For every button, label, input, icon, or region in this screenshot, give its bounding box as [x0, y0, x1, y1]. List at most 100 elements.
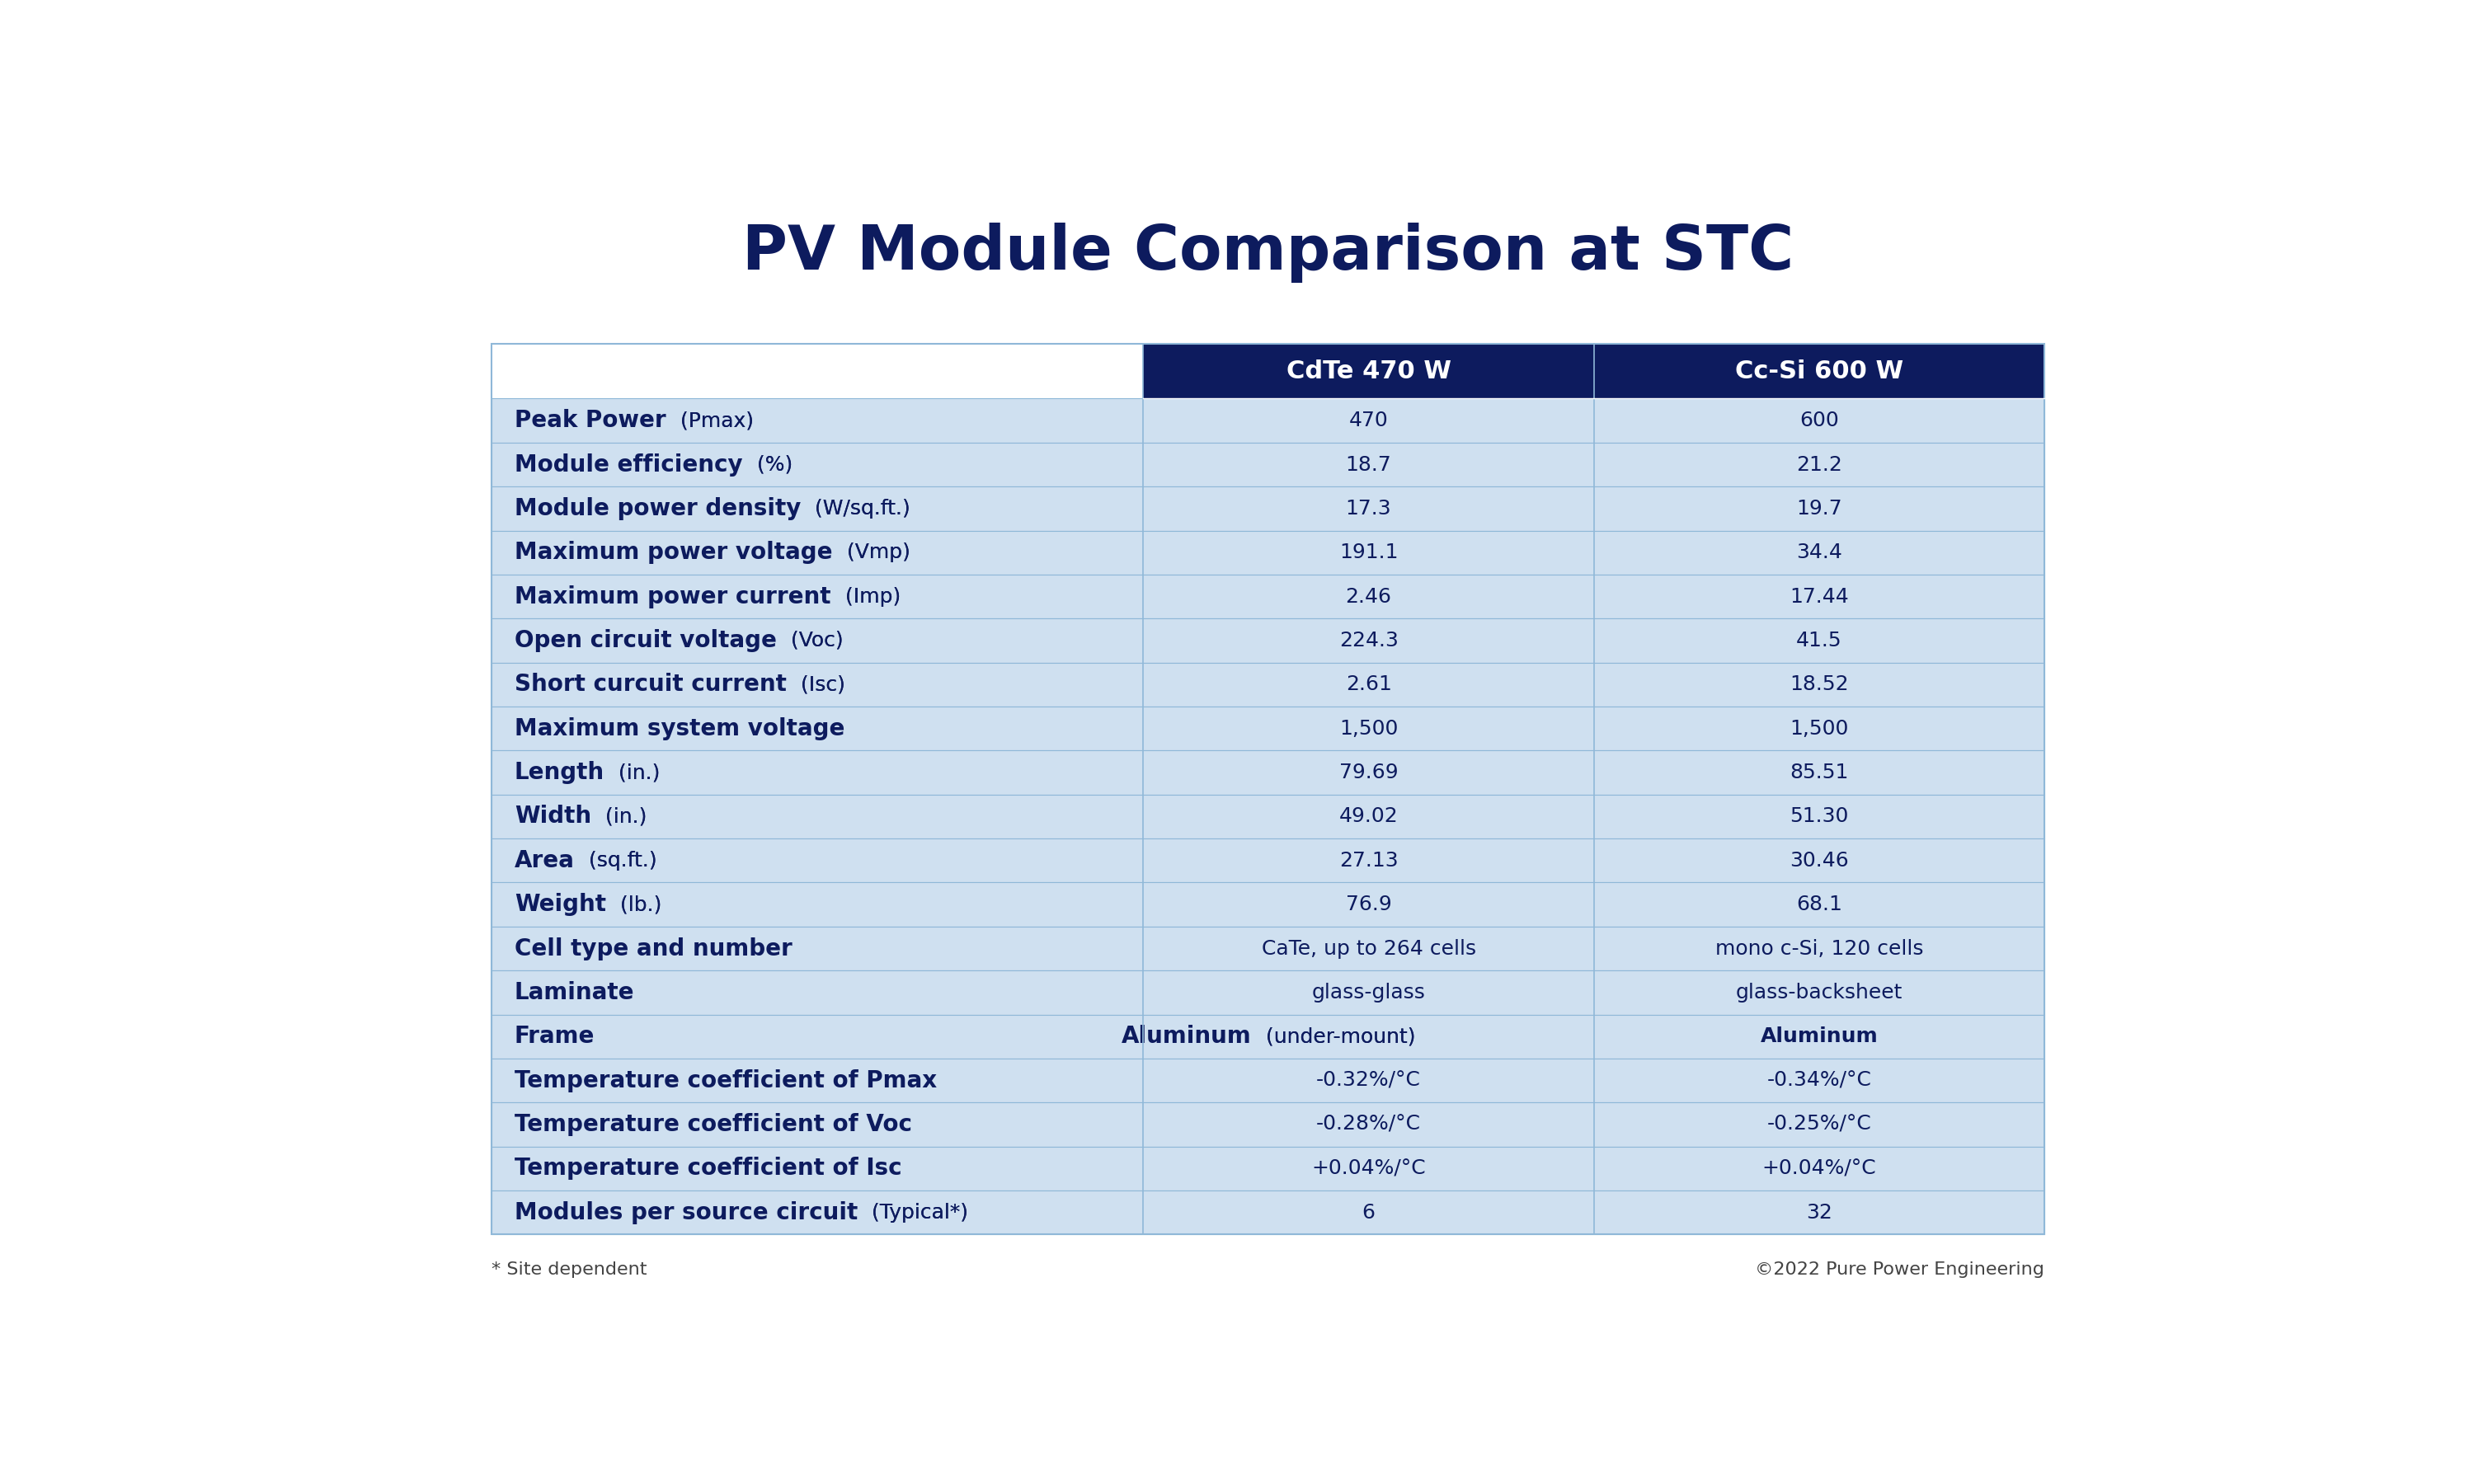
Bar	[1143, 344, 2044, 399]
Text: 32: 32	[1806, 1202, 1833, 1223]
Text: Maximum power current: Maximum power current	[515, 585, 831, 608]
Bar	[492, 662, 2044, 706]
Text: 19.7: 19.7	[1796, 499, 1843, 518]
Text: Cell type and number: Cell type and number	[515, 936, 792, 960]
Text: 191.1: 191.1	[1338, 543, 1398, 562]
Text: Aluminum: Aluminum	[1761, 1027, 1878, 1046]
Text: (Imp): (Imp)	[839, 586, 901, 607]
Text: (Typical*): (Typical*)	[866, 1202, 967, 1223]
Bar	[492, 531, 2044, 574]
Text: 1,500: 1,500	[1338, 718, 1398, 739]
Text: (W/sq.ft.): (W/sq.ft.)	[809, 499, 910, 518]
Text: Laminate: Laminate	[515, 981, 633, 1005]
Text: mono c-Si, 120 cells: mono c-Si, 120 cells	[1714, 939, 1922, 959]
Text: Module efficiency: Module efficiency	[515, 453, 742, 476]
Text: Modules per source circuit: Modules per source circuit	[515, 1201, 858, 1224]
Text: Frame: Frame	[515, 1025, 594, 1048]
Text: +0.04%/°C: +0.04%/°C	[1311, 1159, 1425, 1178]
Bar	[492, 706, 2044, 751]
Text: -0.28%/°C: -0.28%/°C	[1316, 1114, 1420, 1134]
Bar	[492, 619, 2044, 662]
Text: * Site dependent: * Site dependent	[492, 1261, 646, 1278]
Text: 600: 600	[1799, 411, 1838, 430]
Text: (Vmp): (Vmp)	[841, 543, 910, 562]
Bar	[492, 883, 2044, 926]
Text: 85.51: 85.51	[1789, 763, 1848, 782]
Text: (Imp): (Imp)	[839, 586, 901, 607]
Bar	[492, 926, 2044, 971]
Bar	[492, 1058, 2044, 1103]
Bar	[492, 1190, 2044, 1235]
Text: 30.46: 30.46	[1789, 850, 1848, 871]
Text: Cc-Si 600 W: Cc-Si 600 W	[1734, 359, 1903, 383]
Text: 18.7: 18.7	[1346, 454, 1390, 475]
Text: 49.02: 49.02	[1338, 807, 1398, 827]
Text: (Typical*): (Typical*)	[866, 1202, 967, 1223]
Text: Temperature coefficient of Pmax: Temperature coefficient of Pmax	[515, 1068, 938, 1092]
Text: CaTe, up to 264 cells: CaTe, up to 264 cells	[1262, 939, 1477, 959]
Text: 2.61: 2.61	[1346, 675, 1390, 695]
Text: glass-glass: glass-glass	[1311, 982, 1425, 1002]
Text: glass-backsheet: glass-backsheet	[1737, 982, 1903, 1002]
Text: (in.): (in.)	[611, 763, 661, 782]
Text: 17.44: 17.44	[1789, 586, 1848, 607]
Text: (sq.ft.): (sq.ft.)	[581, 850, 658, 871]
Text: Area: Area	[515, 849, 574, 873]
Text: 224.3: 224.3	[1338, 631, 1398, 650]
Text: PV Module Comparison at STC: PV Module Comparison at STC	[742, 223, 1794, 282]
Text: Temperature coefficient of Isc: Temperature coefficient of Isc	[515, 1158, 901, 1180]
Bar	[492, 1103, 2044, 1147]
Text: 21.2: 21.2	[1796, 454, 1843, 475]
Bar	[492, 344, 2044, 1235]
Text: 17.3: 17.3	[1346, 499, 1390, 518]
Text: Short curcuit current: Short curcuit current	[515, 674, 787, 696]
Text: (%): (%)	[750, 454, 792, 475]
Text: 34.4: 34.4	[1796, 543, 1843, 562]
Text: Peak Power: Peak Power	[515, 410, 666, 432]
Bar	[492, 751, 2044, 794]
Text: 470: 470	[1348, 411, 1388, 430]
Bar	[492, 487, 2044, 531]
Text: (under-mount): (under-mount)	[1259, 1027, 1415, 1046]
Text: -0.25%/°C: -0.25%/°C	[1766, 1114, 1870, 1134]
Text: Weight: Weight	[515, 893, 606, 916]
Text: Length: Length	[515, 761, 604, 784]
Text: -0.32%/°C: -0.32%/°C	[1316, 1070, 1420, 1091]
Text: 41.5: 41.5	[1796, 631, 1843, 650]
Text: CdTe 470 W: CdTe 470 W	[1286, 359, 1452, 383]
Text: (under-mount): (under-mount)	[1259, 1027, 1415, 1046]
Text: (in.): (in.)	[599, 807, 648, 827]
Text: 6: 6	[1363, 1202, 1376, 1223]
Text: (Pmax): (Pmax)	[673, 411, 755, 430]
Text: 51.30: 51.30	[1789, 807, 1848, 827]
Text: 68.1: 68.1	[1796, 895, 1843, 914]
Text: 2.46: 2.46	[1346, 586, 1393, 607]
Text: Aluminum: Aluminum	[1121, 1025, 1252, 1048]
Text: (Voc): (Voc)	[784, 631, 844, 650]
Text: Width: Width	[515, 804, 591, 828]
Text: Temperature coefficient of Voc: Temperature coefficient of Voc	[515, 1113, 913, 1137]
Text: (Isc): (Isc)	[794, 675, 846, 695]
Bar	[492, 838, 2044, 883]
Bar	[492, 794, 2044, 838]
Bar	[492, 442, 2044, 487]
Text: 76.9: 76.9	[1346, 895, 1390, 914]
Text: (in.): (in.)	[611, 763, 661, 782]
Text: (W/sq.ft.): (W/sq.ft.)	[809, 499, 910, 518]
Text: (in.): (in.)	[599, 807, 648, 827]
Text: (sq.ft.): (sq.ft.)	[581, 850, 658, 871]
Text: +0.04%/°C: +0.04%/°C	[1761, 1159, 1875, 1178]
Text: (Voc): (Voc)	[784, 631, 844, 650]
Bar	[492, 574, 2044, 619]
Text: Module power density: Module power density	[515, 497, 802, 521]
Text: ©2022 Pure Power Engineering: ©2022 Pure Power Engineering	[1754, 1261, 2044, 1278]
Bar	[492, 1015, 2044, 1058]
Text: (Pmax): (Pmax)	[673, 411, 755, 430]
Text: (%): (%)	[750, 454, 792, 475]
Text: 18.52: 18.52	[1789, 675, 1848, 695]
Text: Maximum power voltage: Maximum power voltage	[515, 542, 831, 564]
Text: (lb.): (lb.)	[614, 895, 661, 914]
Text: 1,500: 1,500	[1789, 718, 1848, 739]
Bar	[492, 1147, 2044, 1190]
Text: -0.34%/°C: -0.34%/°C	[1766, 1070, 1870, 1091]
